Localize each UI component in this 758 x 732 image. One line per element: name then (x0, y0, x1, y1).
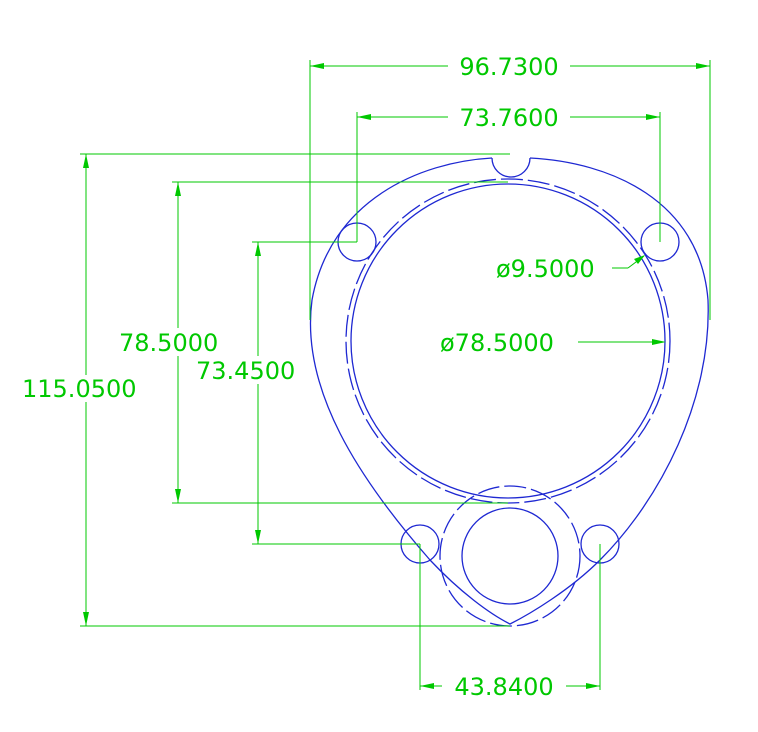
bore-height-label: 78.5000 (119, 329, 218, 357)
bore-circle (350, 183, 666, 499)
overall-height-label: 115.0500 (22, 375, 137, 403)
bore-diameter-label: ø78.5000 (440, 329, 554, 357)
hole-spacing-bottom-label: 43.8400 (454, 673, 553, 701)
overall-width-label: 96.7300 (459, 53, 558, 81)
hole-spacing-top-label: 73.7600 (459, 104, 558, 132)
hole-diameter-label: ø9.5000 (496, 255, 595, 283)
lower-boss-dashed (439, 485, 581, 627)
part-geometry (309, 157, 709, 627)
flange-outline (309, 157, 709, 625)
hole-height-label: 73.4500 (196, 357, 295, 385)
dimension-lines (80, 60, 711, 690)
top-notch (491, 157, 531, 178)
dimension-labels: 96.7300 73.7600 ø9.5000 ø78.5000 115.050… (22, 53, 595, 701)
lower-boss-inner (461, 507, 559, 605)
